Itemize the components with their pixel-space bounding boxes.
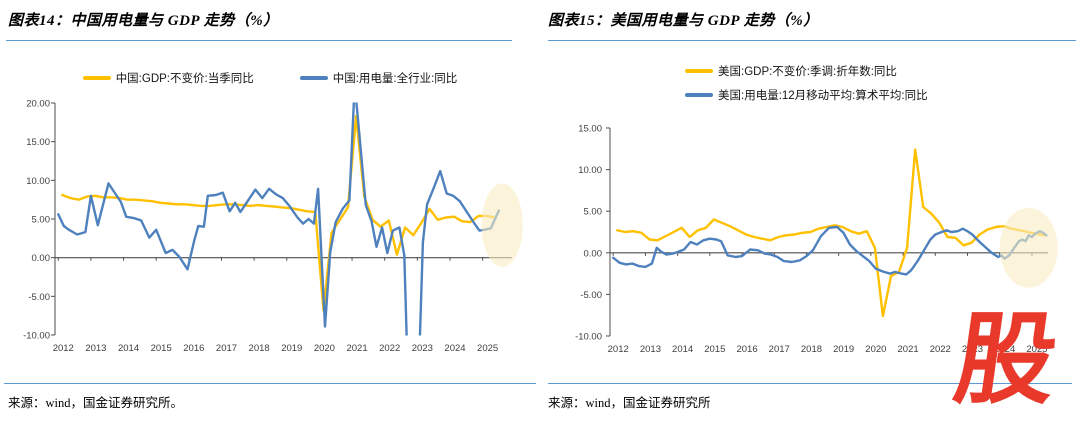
legend-item-china-power: 中国:用电量:全行业:同比: [299, 70, 458, 86]
x-tick-label: 2012: [608, 344, 629, 355]
figure-15-title-rule: [548, 40, 1076, 41]
x-tick-label: 2015: [151, 343, 172, 354]
y-tick-label: 0.00: [584, 248, 603, 259]
legend-label-china-power: 中国:用电量:全行业:同比: [332, 73, 458, 85]
highlight-ellipse: [999, 207, 1058, 288]
figure-15-legend: 美国:GDP:不变价:季调:折年数:同比 美国:用电量:12月移动平均:算术平均…: [685, 63, 928, 103]
y-tick-label: 20.00: [26, 99, 50, 110]
y-tick-label: -10.00: [575, 332, 602, 343]
x-tick-label: 2013: [85, 343, 106, 354]
x-tick-label: 2016: [183, 343, 204, 354]
legend-item-china-gdp: 中国:GDP:不变价:当季同比: [82, 70, 254, 86]
x-tick-label: 2015: [704, 344, 725, 355]
x-tick-label: 2019: [833, 344, 854, 355]
y-tick-label: -10.00: [23, 331, 50, 342]
x-tick-label: 2016: [736, 344, 757, 355]
x-tick-label: 2024: [994, 344, 1015, 355]
x-tick-label: 2014: [118, 343, 139, 354]
us-power-line-swatch: [685, 93, 713, 97]
y-tick-label: 5.00: [32, 215, 51, 226]
y-tick-label: 5.00: [584, 207, 603, 218]
x-tick-label: 2025: [1026, 344, 1047, 355]
y-tick-label: 15.00: [26, 137, 50, 148]
figure-15-title: 图表15：美国用电量与 GDP 走势（%）: [548, 13, 819, 29]
y-tick-label: 15.00: [578, 124, 602, 135]
y-tick-label: 0.00: [32, 253, 51, 264]
x-tick-label: 2022: [930, 344, 951, 355]
figure-15-source: 来源：wind，国金证券研究所: [548, 396, 711, 410]
x-tick-label: 2020: [314, 343, 335, 354]
x-tick-label: 2014: [672, 344, 693, 355]
y-tick-label: 10.00: [26, 176, 50, 187]
china-power-line-swatch: [299, 76, 328, 80]
y-tick-label: 10.00: [578, 165, 602, 176]
x-tick-label: 2017: [216, 343, 237, 354]
us-gdp-line-swatch: [685, 69, 713, 73]
figure-14-source: 来源：wind，国金证券研究所。: [8, 396, 184, 410]
figure-15-panel: 图表15：美国用电量与 GDP 走势（%） 美国:GDP:不变价:季调:折年数:…: [540, 0, 1080, 425]
x-tick-label: 2024: [444, 343, 465, 354]
y-tick-label: -5.00: [580, 290, 602, 301]
x-tick-label: 2021: [346, 343, 367, 354]
x-tick-label: 2018: [801, 344, 822, 355]
x-tick-label: 2019: [281, 343, 302, 354]
highlight-ellipse: [481, 183, 523, 267]
china-gdp-line-swatch: [82, 76, 111, 80]
series-line-0: [61, 114, 497, 312]
legend-item-us-gdp: 美国:GDP:不变价:季调:折年数:同比: [685, 63, 897, 79]
x-tick-label: 2021: [898, 344, 919, 355]
figure-15-footer-rule: [548, 383, 1072, 384]
x-tick-label: 2022: [379, 343, 400, 354]
x-tick-label: 2020: [865, 344, 886, 355]
figure-14-title-rule: [6, 40, 512, 41]
legend-item-us-power: 美国:用电量:12月移动平均:算术平均:同比: [685, 87, 928, 103]
y-tick-label: -5.00: [28, 292, 50, 303]
x-tick-label: 2018: [249, 343, 270, 354]
figure-14-panel: 图表14：中国用电量与 GDP 走势（%） 中国:GDP:不变价:当季同比 中国…: [0, 13, 540, 410]
legend-label-us-power: 美国:用电量:12月移动平均:算术平均:同比: [718, 90, 928, 102]
x-tick-label: 2012: [53, 343, 74, 354]
series-line-0: [615, 148, 1046, 318]
x-tick-label: 2017: [769, 344, 790, 355]
series-line-1: [57, 102, 501, 336]
series-line-1: [611, 225, 1048, 276]
x-tick-label: 2013: [640, 344, 661, 355]
legend-label-us-gdp: 美国:GDP:不变价:季调:折年数:同比: [718, 66, 897, 78]
figure-14-title: 图表14：中国用电量与 GDP 走势（%）: [8, 13, 279, 29]
us-gdp-power-chart: 15.00 10.00 5.00 0.00 -5.00 -10.00 2012 2013 201…: [575, 124, 1058, 355]
x-tick-label: 2023: [962, 344, 983, 355]
x-tick-label: 2023: [412, 343, 433, 354]
figure-14-legend: 中国:GDP:不变价:当季同比 中国:用电量:全行业:同比: [0, 70, 540, 86]
x-tick-label: 2025: [477, 343, 498, 354]
brand-watermark: 股: [947, 301, 1065, 418]
legend-label-china-gdp: 中国:GDP:不变价:当季同比: [115, 73, 254, 85]
figure-14-footer-rule: [4, 383, 536, 384]
